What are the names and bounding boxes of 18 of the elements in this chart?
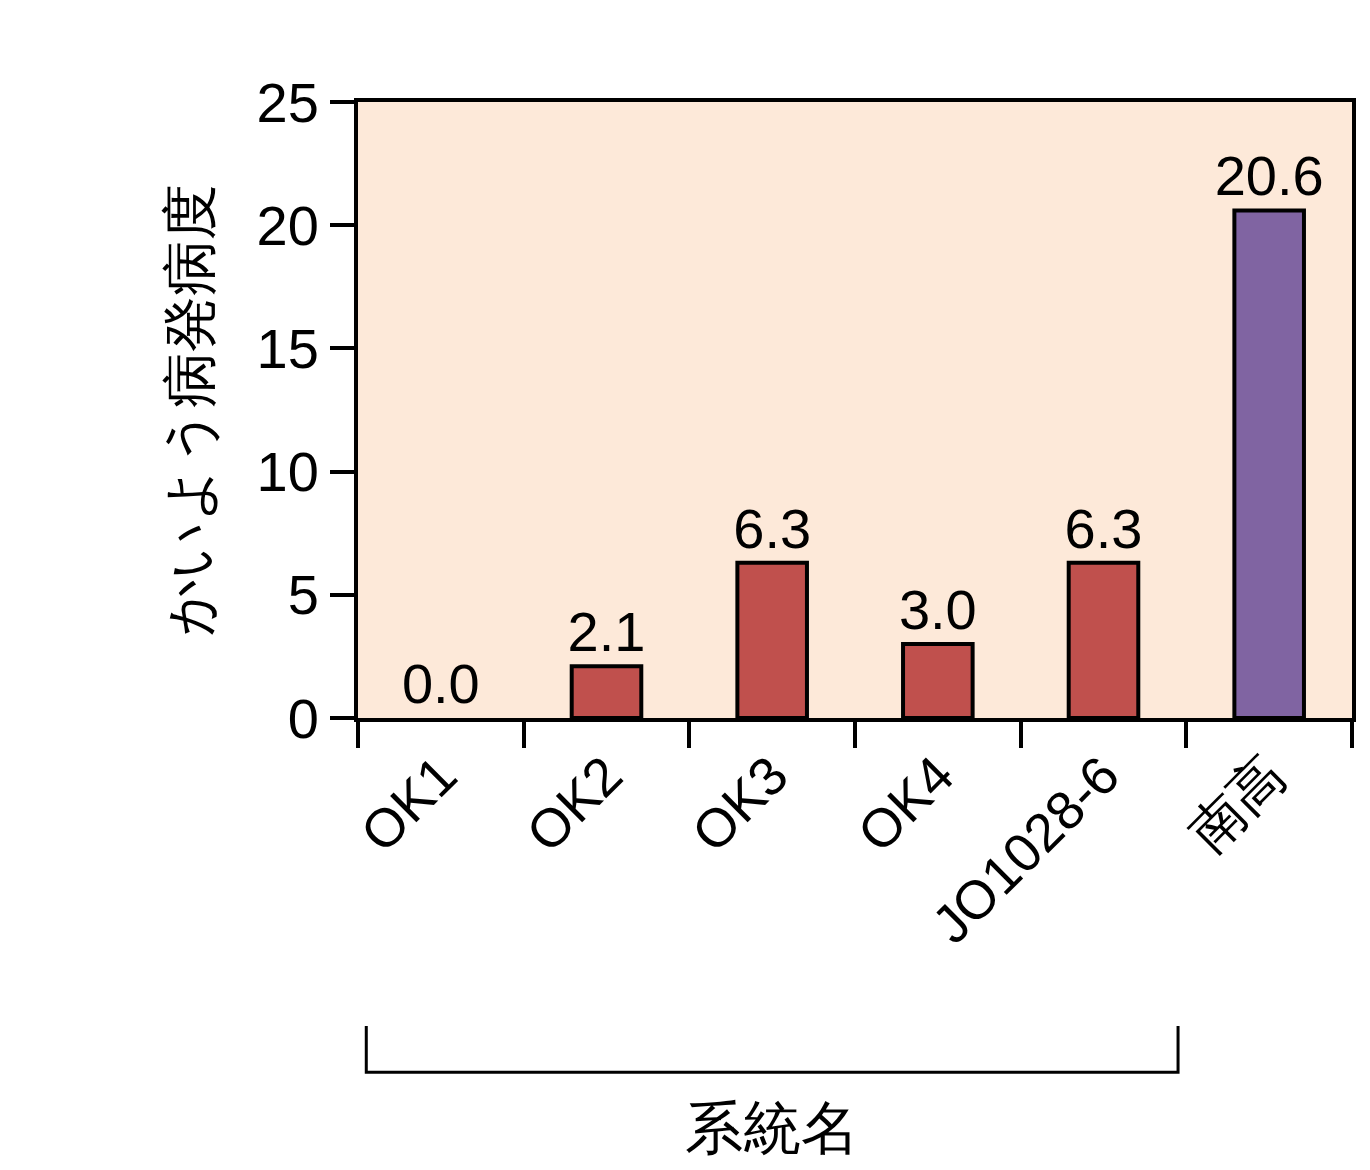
x-tick-label: OK2 xyxy=(514,744,634,864)
data-label: 6.3 xyxy=(1064,496,1143,560)
x-tick-label: OK3 xyxy=(680,744,800,864)
data-label: 3.0 xyxy=(898,578,977,642)
y-tick-label: 0 xyxy=(287,686,319,750)
y-tick-label: 25 xyxy=(256,70,319,134)
data-label: 6.3 xyxy=(733,496,812,560)
data-label: 0.0 xyxy=(401,652,480,715)
y-tick-label: 5 xyxy=(287,563,319,627)
x-axis-title: 系統名 xyxy=(685,1095,859,1160)
data-label: 2.1 xyxy=(567,600,646,664)
x-tick-label: 南高 xyxy=(1177,744,1297,864)
y-axis-title: かいよう病発病度 xyxy=(157,184,221,636)
y-tick-label: 15 xyxy=(256,317,319,380)
x-tick-label: OK1 xyxy=(348,744,468,864)
y-tick-label: 10 xyxy=(256,440,319,504)
data-label: 20.6 xyxy=(1214,144,1324,208)
y-tick-label: 20 xyxy=(256,193,319,257)
